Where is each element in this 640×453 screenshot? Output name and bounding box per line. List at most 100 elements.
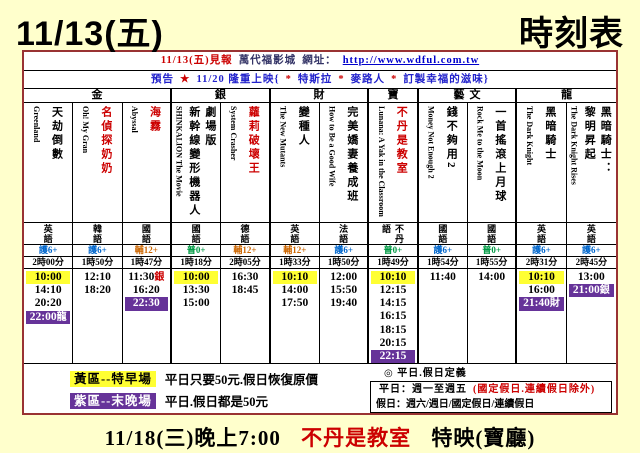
- movie-title-zh: 一首搖滾上月球: [493, 106, 506, 204]
- asterisk: *: [285, 74, 292, 85]
- showtimes-column: 10:10 14:00 17:50: [271, 269, 320, 363]
- duration-cell: 1時49分: [369, 257, 419, 269]
- showtime-value: 22:30: [132, 297, 160, 310]
- showtime: 13:30: [174, 284, 218, 297]
- movie-title-cell: SHINKALION The Movie 劇場版 新幹線變形機器人: [171, 103, 222, 223]
- showtime: 16:30: [223, 271, 266, 284]
- hall-transfer-tag: 銀: [599, 285, 610, 297]
- language-label: 國語: [437, 224, 448, 244]
- showtime: 14:00: [470, 271, 513, 284]
- movie-title-cell: The New Mutants 變種人: [270, 103, 320, 223]
- showtime: 21:40財: [519, 297, 564, 311]
- showtime: 12:10: [75, 271, 119, 284]
- language-cell: 英語: [566, 223, 616, 245]
- showtime: 15:00: [174, 297, 218, 310]
- showtime-value: 16:00: [528, 284, 555, 297]
- movie-title-en: The Dark Knight: [525, 106, 535, 166]
- page-header: 11/13(五) 時刻表: [0, 0, 640, 53]
- hall-header-金: 金: [24, 89, 172, 103]
- language-label: 英語: [535, 224, 546, 244]
- showtime: 10:00: [173, 271, 219, 285]
- showtime-value: 22:15: [379, 349, 407, 362]
- showtimes-column: 10:10 16:00 21:40財: [517, 269, 567, 363]
- movie-title-en: Money Not Enough 2: [426, 106, 436, 179]
- hall-transfer-tag: 財: [549, 298, 560, 310]
- price-legend: 黃區--特早場 平日只要50元.假日恢復原價 紫區--末晚場 平日.假日都是50…: [24, 364, 616, 413]
- showtime-value: 20:15: [379, 336, 407, 349]
- showtime-value: 10:00: [34, 271, 62, 283]
- showtime: 19:40: [322, 297, 365, 310]
- screening-type: 特映(寶廳): [431, 426, 536, 450]
- url-label: 網址：: [302, 55, 337, 66]
- coming-movie: 麥路人: [350, 74, 386, 85]
- rating-cell: 輔12+: [122, 245, 172, 257]
- showtime-value: 15:00: [182, 297, 210, 310]
- showtime-value: 12:15: [379, 284, 407, 297]
- language-cell: 法語: [319, 223, 370, 245]
- language-label: 國語: [140, 224, 151, 244]
- showtime: 22:30: [124, 297, 168, 311]
- showtime: 10:10: [371, 271, 415, 285]
- rating-cell: 普0+: [369, 245, 419, 257]
- movie-title-cell: Oh! My Gran 名偵探奶奶: [73, 103, 123, 223]
- duration-cell: 1時33分: [270, 257, 320, 269]
- preview-label: 預告: [151, 74, 175, 85]
- purple-zone-text: 平日.假日都是50元: [164, 395, 268, 409]
- movie-title-zh: 海霧: [148, 106, 161, 134]
- showtimes-column: 10:10 12:15 14:15 16:15 18:15 20:15 22:15: [369, 269, 419, 363]
- movie-title-zh: 蘿莉破壞王: [247, 106, 260, 176]
- showtime-value: 16:30: [231, 271, 259, 283]
- date-title: 11/13(五): [16, 15, 164, 53]
- rating-cell: 護6+: [566, 245, 616, 257]
- showtimes-column: 12:10 18:20: [73, 269, 123, 363]
- duration-cell: 1時18分: [171, 257, 222, 269]
- language-cell: 不丹語: [369, 223, 419, 245]
- cinema-url[interactable]: http://www.wdful.com.tw: [342, 55, 480, 66]
- hall-header-財: 財: [270, 89, 370, 103]
- movie-title-cell: Rock Me to the Moon 一首搖滾上月球: [467, 103, 518, 223]
- language-label: 韓語: [91, 224, 102, 244]
- showtime-value: 22:00: [29, 310, 57, 323]
- rating-cell: 護6+: [319, 245, 370, 257]
- legend-left: 黃區--特早場 平日只要50元.假日恢復原價 紫區--末晚場 平日.假日都是50…: [70, 366, 318, 411]
- coming-movie: 訂製幸福的滋味}: [403, 74, 489, 85]
- movie-title-zh: 變種人: [297, 106, 310, 148]
- language-cell: 國語: [467, 223, 518, 245]
- rating-cell: 輔12+: [270, 245, 320, 257]
- showtime: 12:00: [322, 271, 365, 284]
- language-cell: 國語: [418, 223, 468, 245]
- showtime-value: 10:00: [182, 271, 210, 283]
- publish-date: 11/13(五)見報: [160, 55, 233, 66]
- showtimes-column: 16:30 18:45: [221, 269, 271, 363]
- movie-title-zh: 劇場版 新幹線變形機器人: [187, 106, 216, 218]
- day-definition: ◎ 平日.假日定義 平日：週一至週五 (國定假日.連續假日除外) 假日：週六/週日…: [370, 366, 612, 413]
- star-icon: ★: [180, 74, 191, 85]
- hall-header-銀: 銀: [171, 89, 271, 103]
- movie-title-en: SHINKALION The Movie: [174, 106, 184, 197]
- rating-cell: 護6+: [517, 245, 567, 257]
- showtime-value: 19:40: [330, 297, 358, 310]
- showtimes-column: 11:40: [419, 269, 468, 363]
- showtime-value: 17:50: [281, 297, 309, 310]
- movie-title-en: System Crasher: [228, 106, 238, 161]
- movie-title-zh: 天劫倒數: [50, 106, 63, 162]
- preview-bar: 預告 ★ 11/20 隆重上映{* 特斯拉 * 麥路人 * 訂製幸福的滋味}: [24, 71, 616, 89]
- rating-cell: 普0+: [467, 245, 518, 257]
- showtime-value: 18:15: [379, 323, 407, 336]
- showtimes-column: 10:00 14:10 20:20 22:00龍: [24, 269, 74, 363]
- showtime: 13:00: [569, 271, 614, 284]
- showtime: 15:50: [322, 284, 365, 297]
- asterisk: *: [338, 74, 345, 85]
- showtime-value: 16:20: [132, 284, 160, 297]
- showtime-value: 12:10: [84, 271, 111, 283]
- showtime-value: 10:10: [281, 271, 309, 283]
- movie-title-en: Greenland: [31, 106, 41, 143]
- legend-yellow-row: 黃區--特早場 平日只要50元.假日恢復原價: [70, 369, 318, 388]
- showtimes-column: 12:00 15:50 19:40: [320, 269, 370, 363]
- rating-cell: 普0+: [171, 245, 222, 257]
- movie-title-cell: The Dark Knight 黑暗騎士: [517, 103, 567, 223]
- movie-title-zh: 不丹是教室: [395, 106, 408, 176]
- showtimes-column: 10:00 13:30 15:00: [172, 269, 222, 363]
- movie-title-en: The Dark Knight Rises: [569, 106, 579, 185]
- showtimes-column: 11:30銀 16:20 22:30: [123, 269, 172, 363]
